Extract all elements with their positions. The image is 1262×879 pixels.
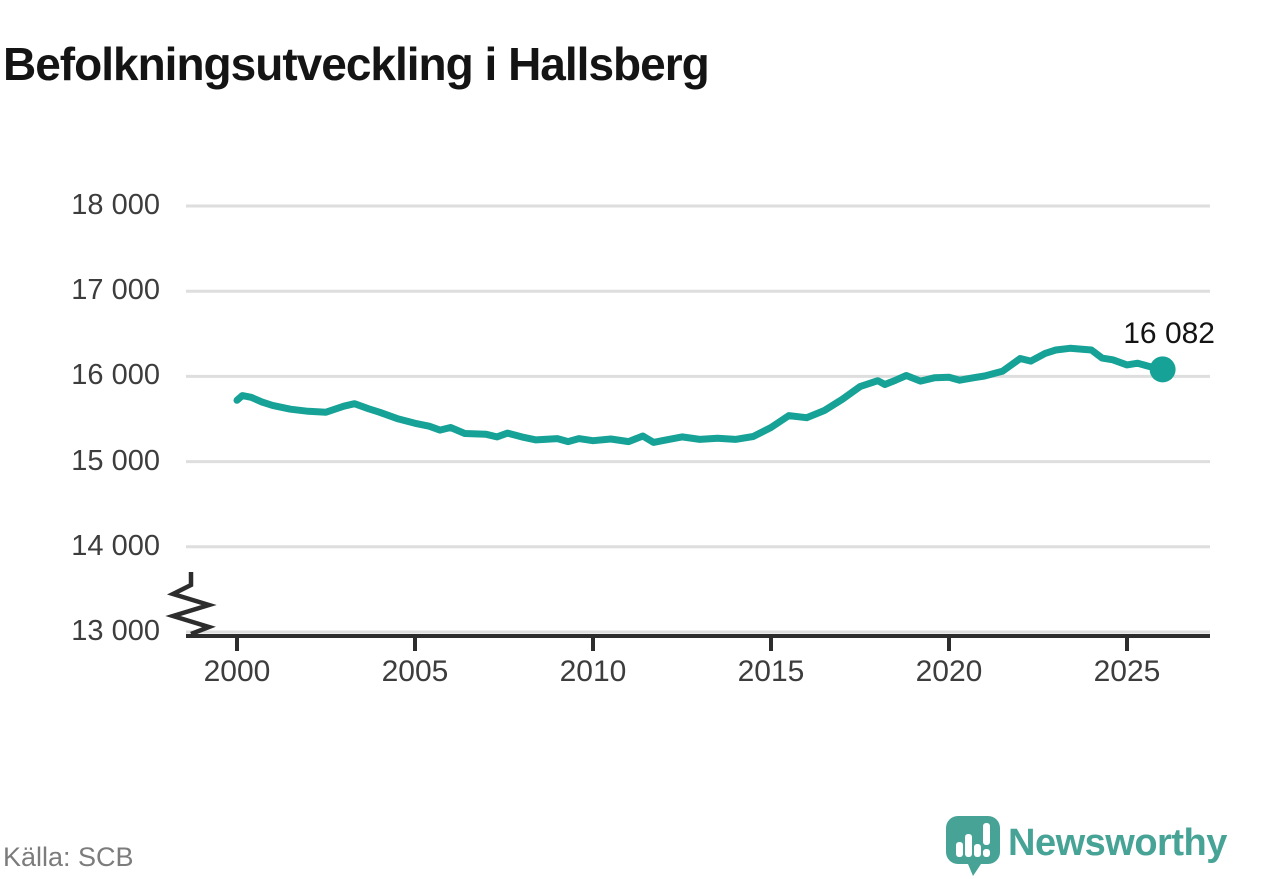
logo-exclamation-dot: [983, 849, 990, 857]
latest-value-dot: [1149, 356, 1176, 383]
x-tick-label: 2020: [915, 655, 983, 688]
newsworthy-wordmark: Newsworthy: [1008, 822, 1227, 864]
x-tick-label: 2010: [559, 655, 627, 688]
logo-bubble: [946, 816, 1000, 876]
y-tick-label: 18 000: [71, 189, 160, 221]
y-tick-label: 13 000: [71, 615, 160, 647]
logo-bar-3: [974, 844, 981, 857]
page-title: Befolkningsutveckling i Hallsberg: [3, 37, 710, 90]
axis-break-icon: [165, 572, 217, 637]
logo-bar-2: [965, 834, 972, 857]
y-tick-label: 14 000: [71, 529, 160, 562]
source-caption: Källa: SCB: [3, 842, 134, 872]
x-tick-label: 2005: [381, 655, 449, 688]
y-tick-label: 15 000: [71, 444, 160, 477]
end-value-label: 16 082: [1123, 317, 1215, 350]
population-series-line: [233, 344, 1167, 446]
x-tick-label: 2015: [737, 655, 805, 688]
x-tick-label: 2000: [203, 655, 271, 688]
y-tick-label: 17 000: [71, 274, 160, 307]
x-tick-label: 2025: [1093, 655, 1161, 688]
newsworthy-logo-icon: [946, 816, 1000, 876]
logo-exclamation-stem: [983, 823, 990, 845]
population-line-chart: [165, 204, 1210, 651]
y-tick-label: 16 000: [71, 359, 160, 392]
logo-bar-1: [956, 842, 963, 857]
